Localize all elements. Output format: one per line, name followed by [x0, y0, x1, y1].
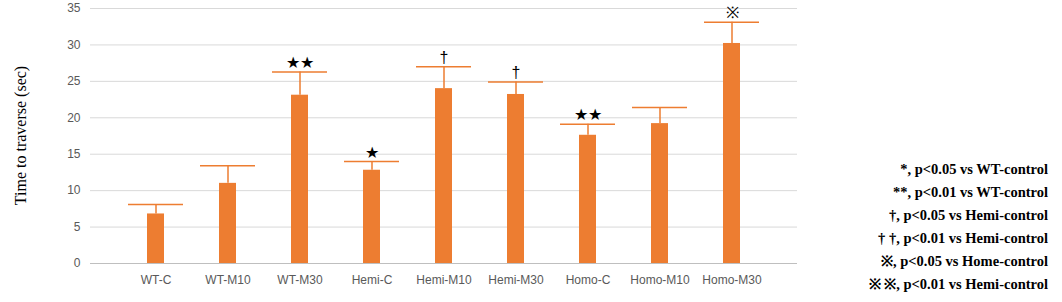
html-text:† †, p<0.01 vs Hemi-control: † †, p<0.01 vs Hemi-control	[878, 230, 1048, 246]
svg-text:★★: ★★	[286, 54, 314, 71]
svg-text:30: 30	[67, 38, 81, 52]
svg-text:Homo-C: Homo-C	[566, 273, 611, 287]
svg-text:WT-M10: WT-M10	[205, 273, 251, 287]
svg-text:5: 5	[74, 220, 81, 234]
svg-text:WT-M30: WT-M30	[277, 273, 323, 287]
svg-text:20: 20	[67, 111, 81, 125]
svg-text:†: †	[512, 64, 521, 81]
svg-text:Hemi-M30: Hemi-M30	[488, 273, 544, 287]
svg-text:WT-C: WT-C	[141, 273, 172, 287]
svg-text:25: 25	[67, 74, 81, 88]
svg-text:Homo-M10: Homo-M10	[630, 273, 690, 287]
html-text:*, p<0.05 vs WT-control: *, p<0.05 vs WT-control	[900, 161, 1048, 177]
svg-text:★★: ★★	[574, 106, 602, 123]
html-text:※, p<0.05 vs Home-control: ※, p<0.05 vs Home-control	[881, 253, 1048, 269]
svg-text:Time to traverse (sec): Time to traverse (sec)	[12, 66, 30, 205]
svg-text:Hemi-M10: Hemi-M10	[416, 273, 472, 287]
svg-text:Hemi-C: Hemi-C	[352, 273, 393, 287]
svg-text:10: 10	[67, 183, 81, 197]
svg-text:15: 15	[67, 147, 81, 161]
svg-text:Homo-M30: Homo-M30	[702, 273, 762, 287]
svg-text:※: ※	[726, 4, 739, 21]
svg-text:35: 35	[67, 1, 81, 15]
svg-text:0: 0	[74, 256, 81, 270]
svg-text:†: †	[440, 49, 449, 66]
html-text:**, p<0.01 vs WT-control: **, p<0.01 vs WT-control	[893, 184, 1048, 200]
html-text:※ ※, p<0.01 vs Hemi-control: ※ ※, p<0.01 vs Hemi-control	[868, 276, 1048, 292]
html-text:†, p<0.05 vs Hemi-control: †, p<0.05 vs Hemi-control	[889, 207, 1048, 223]
svg-text:★: ★	[365, 144, 379, 161]
